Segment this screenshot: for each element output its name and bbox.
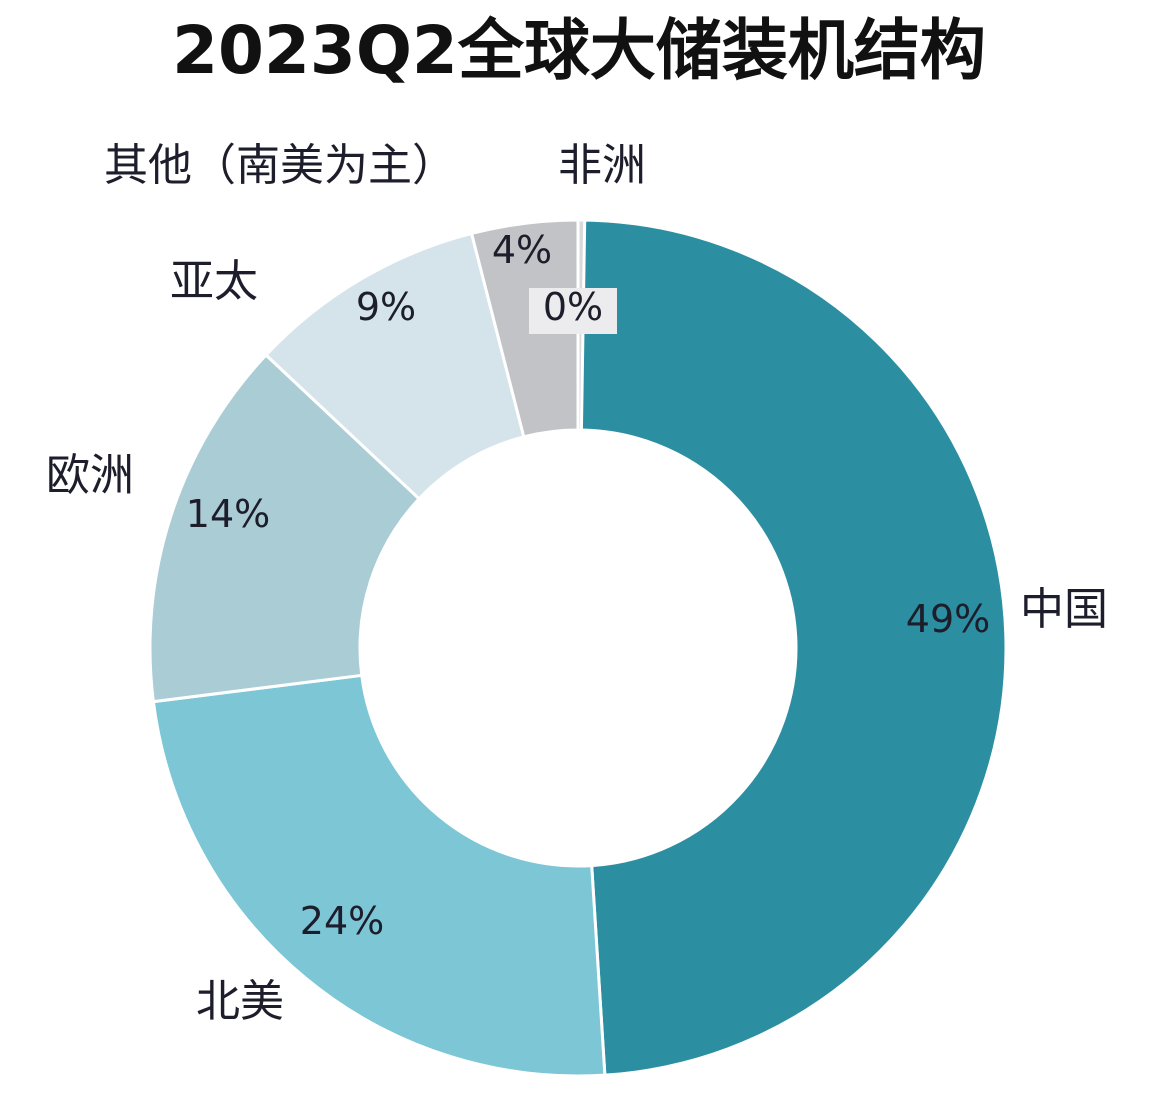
category-label-other-south-america: 其他（南美为主）	[104, 140, 456, 191]
value-label-bg-africa	[529, 288, 617, 334]
value-label-north-america: 24%	[300, 899, 384, 943]
category-label-china: 中国	[1020, 584, 1108, 635]
value-label-asia-pacific: 9%	[356, 285, 416, 329]
category-label-europe: 欧洲	[46, 450, 134, 501]
chart-title: 2023Q2全球大储装机结构	[172, 12, 986, 89]
value-label-europe: 14%	[186, 492, 270, 536]
slice-north-america	[151, 673, 607, 1078]
slice-china	[576, 218, 1008, 1077]
category-label-asia-pacific: 亚太	[170, 256, 258, 307]
value-label-africa: 0%	[543, 285, 603, 329]
category-label-africa: 非洲	[558, 140, 646, 191]
value-label-other-south-america: 4%	[492, 228, 552, 272]
category-label-north-america: 北美	[196, 976, 284, 1027]
slice-europe	[148, 352, 422, 704]
value-label-china: 49%	[906, 597, 990, 641]
